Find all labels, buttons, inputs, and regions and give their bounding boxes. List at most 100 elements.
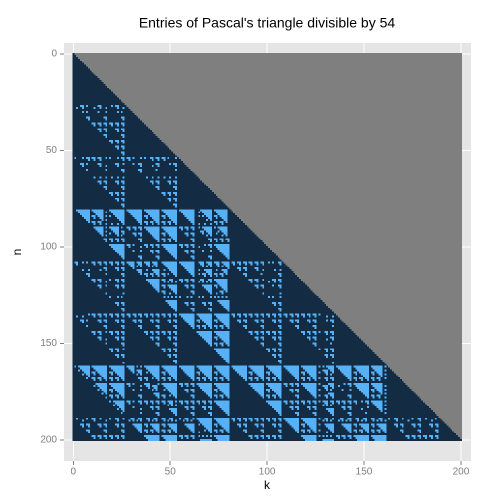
- cell-run: [176, 226, 179, 229]
- cell-run: [109, 330, 114, 334]
- cell-run: [80, 213, 90, 216]
- cell-run: [176, 191, 214, 195]
- cell-run: [171, 419, 174, 422]
- cell-run: [114, 163, 119, 166]
- cell-run: [194, 255, 209, 258]
- cell-run: [159, 159, 164, 162]
- cell-run: [326, 350, 329, 353]
- cell-run: [211, 386, 218, 390]
- cell-run: [140, 396, 143, 399]
- cell-run: [213, 348, 230, 351]
- cell-run: [239, 373, 247, 376]
- cell-run: [126, 209, 143, 212]
- cell-run: [113, 394, 115, 397]
- cell-run: [353, 377, 358, 380]
- cell-run: [103, 423, 108, 426]
- cell-run: [176, 296, 179, 299]
- cell-run: [258, 284, 261, 287]
- cell-run: [72, 327, 106, 330]
- cell-run: [72, 72, 94, 75]
- cell-run: [159, 282, 218, 285]
- cell-run: [368, 423, 371, 426]
- cell-run: [72, 54, 77, 58]
- cell-run: [190, 411, 195, 415]
- cell-run: [395, 419, 398, 422]
- cell-run: [279, 292, 282, 295]
- cell-run: [299, 371, 302, 374]
- cell-run: [320, 371, 325, 374]
- cell-run: [159, 437, 164, 440]
- cell-run: [175, 222, 177, 226]
- cell-run: [101, 375, 108, 378]
- cell-run: [72, 253, 119, 256]
- cell-run: [72, 176, 94, 179]
- cell-run: [124, 170, 141, 173]
- cell-run: [147, 176, 152, 179]
- cell-run: [72, 130, 100, 133]
- cell-run: [206, 280, 209, 283]
- cell-run: [113, 122, 115, 125]
- cell-run: [211, 274, 216, 278]
- cell-run: [124, 217, 135, 220]
- cell-run: [223, 238, 226, 241]
- cell-run: [281, 373, 292, 376]
- cell-run: [208, 435, 210, 438]
- cell-run: [279, 350, 282, 353]
- cell-run: [312, 319, 317, 322]
- cell-run: [213, 330, 230, 334]
- cell-run: [190, 388, 195, 392]
- cell-run: [368, 388, 371, 392]
- cell-run: [175, 168, 177, 172]
- cell-run: [111, 373, 114, 376]
- cell-run: [87, 110, 98, 114]
- cell-run: [277, 429, 282, 432]
- cell-run: [114, 197, 119, 201]
- cell-run: [118, 226, 121, 229]
- cell-run: [432, 437, 437, 440]
- cell-run: [72, 323, 189, 326]
- cell-run: [270, 396, 274, 399]
- cell-run: [114, 377, 119, 380]
- cell-run: [145, 379, 148, 382]
- cell-run: [209, 246, 212, 249]
- cell-run: [138, 400, 143, 403]
- cell-run: [428, 423, 433, 426]
- cell-run: [283, 400, 288, 403]
- cell-run: [76, 315, 79, 318]
- cell-run: [124, 273, 141, 276]
- cell-run: [72, 257, 123, 260]
- cell-run: [120, 284, 125, 287]
- cell-run: [322, 419, 325, 422]
- cell-run: [159, 330, 162, 334]
- cell-run: [155, 157, 160, 160]
- cell-run: [124, 130, 152, 133]
- cell-run: [229, 383, 249, 386]
- cell-run: [163, 274, 166, 278]
- cell-run: [184, 284, 189, 287]
- cell-run: [225, 238, 230, 241]
- cell-run: [246, 274, 280, 278]
- cell-run: [178, 365, 195, 368]
- cell-run: [190, 296, 193, 299]
- cell-run: [432, 419, 443, 422]
- cell-run: [328, 396, 333, 399]
- cell-run: [186, 269, 195, 272]
- cell-run: [153, 375, 160, 378]
- cell-run: [99, 164, 102, 168]
- cell-run: [378, 417, 383, 421]
- cell-run: [275, 338, 280, 341]
- cell-run: [78, 315, 83, 318]
- cell-run: [182, 278, 185, 282]
- cell-run: [113, 369, 125, 372]
- cell-run: [256, 332, 259, 336]
- cell-run: [310, 392, 317, 395]
- cell-run: [118, 319, 121, 322]
- cell-run: [72, 377, 86, 380]
- cell-run: [258, 280, 269, 283]
- cell-run: [225, 290, 228, 293]
- cell-run: [277, 325, 282, 328]
- cell-run: [204, 286, 212, 289]
- cell-run: [142, 431, 146, 434]
- cell-run: [113, 330, 115, 334]
- cell-run: [266, 394, 271, 397]
